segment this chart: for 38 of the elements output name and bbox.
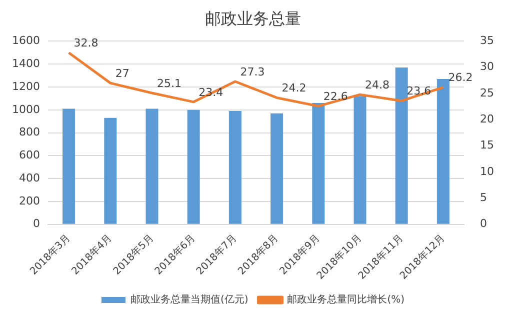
y-tick-label: 600	[18, 148, 40, 162]
bar	[436, 78, 450, 224]
data-label: 27.3	[240, 65, 265, 78]
data-label: 27	[115, 66, 130, 80]
y2-tick-label: 0	[480, 217, 488, 230]
y-tick-label: 800	[18, 126, 40, 139]
chart-title: 邮政业务总量	[205, 8, 301, 28]
bar	[270, 113, 284, 224]
legend-label: 邮政业务总量同比增长(%)	[287, 294, 405, 306]
y2-tick-label: 35	[480, 34, 494, 48]
data-label: 22.6	[323, 90, 348, 103]
bar	[312, 103, 325, 224]
data-label: 25.1	[156, 76, 182, 90]
data-label: 24.8	[365, 78, 390, 92]
y-tick-label: 1200	[12, 80, 40, 93]
y-tick-label: 400	[18, 171, 40, 184]
bar	[104, 118, 117, 224]
data-label: 26.2	[448, 71, 473, 84]
legend-label: 邮政业务总量当期值(亿元)	[130, 294, 248, 306]
y-tick-label: 1000	[12, 102, 40, 116]
bar	[395, 68, 408, 224]
y-tick-label: 200	[18, 194, 40, 208]
bar	[354, 96, 366, 224]
data-label: 32.8	[74, 36, 98, 50]
bar	[62, 108, 76, 224]
y2-tick-label: 15	[480, 138, 494, 152]
y2-tick-label: 10	[480, 164, 494, 178]
y-tick-label: 1600	[12, 34, 40, 48]
data-label: 24.2	[282, 82, 306, 95]
bar	[146, 108, 158, 224]
bar	[228, 111, 242, 224]
y2-tick-label: 5	[480, 191, 488, 204]
y2-tick-label: 25	[480, 86, 494, 100]
y-tick-label: 1400	[12, 56, 40, 70]
y2-tick-label: 20	[480, 112, 494, 126]
y2-tick-label: 30	[480, 60, 494, 74]
bar	[187, 110, 200, 224]
y-tick-label: 0	[32, 217, 40, 230]
